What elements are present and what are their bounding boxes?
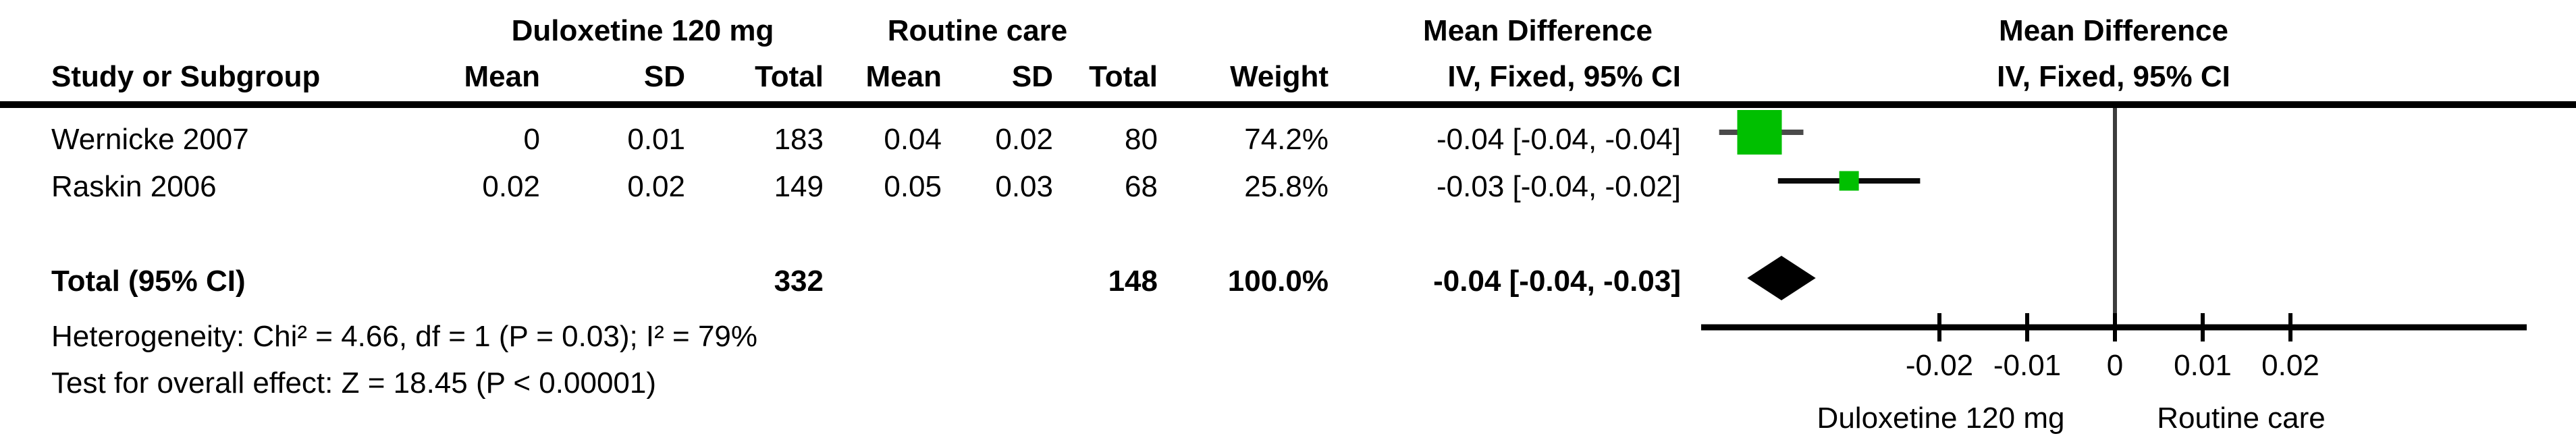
col-total-2: Total [1089,60,1158,93]
group1-header: Duloxetine 120 mg [511,14,774,47]
pooled-diamond [1747,256,1816,300]
total-n-1: 332 [774,265,824,298]
col-total-1: Total [755,60,824,93]
axis-tick-label: -0.02 [1906,349,1973,382]
total-2: 68 [1125,170,1158,203]
sd-1: 0.01 [627,123,685,156]
sd-1: 0.02 [627,170,685,203]
total-row: Total (95% CI) 332 148 100.0% -0.04 [-0.… [51,264,1681,299]
effect-header-measure: Mean Difference [1423,14,1653,47]
col-mean-2: Mean [865,60,942,93]
study-name: Raskin 2006 [51,170,217,203]
table-row: Wernicke 2007 0 0.01 183 0.04 0.02 80 74… [51,122,1681,157]
mean-2: 0.04 [884,123,942,156]
col-sd-2: SD [1011,60,1053,93]
plot-header-measure: Mean Difference [1999,14,2228,47]
axis-tick-label: 0.01 [2174,349,2232,382]
sd-2: 0.02 [995,123,1053,156]
study-name: Wernicke 2007 [51,123,249,156]
total-1: 183 [774,123,824,156]
md-ci-text: -0.04 [-0.04, -0.04] [1437,123,1681,156]
axis-left-label: Duloxetine 120 mg [1817,402,2065,435]
mean-2: 0.05 [884,170,942,203]
col-weight: Weight [1230,60,1329,93]
overall-effect-note: Test for overall effect: Z = 18.45 (P < … [51,366,657,400]
group2-header: Routine care [887,14,1068,47]
plot-header-ci: IV, Fixed, 95% CI [1997,60,2230,93]
axis-right-label: Routine care [2157,402,2325,435]
total-label: Total (95% CI) [51,265,246,298]
total-n-2: 148 [1108,265,1158,298]
col-mean-1: Mean [464,60,540,93]
total-md-ci-text: -0.04 [-0.04, -0.03] [1433,265,1681,298]
axis-tick-label: 0.02 [2261,349,2319,382]
total-2: 80 [1125,123,1158,156]
table-row: Raskin 2006 0.02 0.02 149 0.05 0.03 68 2… [51,169,1681,204]
col-sd-1: SD [643,60,685,93]
weight-square [1839,171,1859,191]
column-header-row: Study or Subgroup Mean SD Total Mean SD … [51,59,1681,94]
sd-2: 0.03 [995,170,1053,203]
total-weight: 100.0% [1227,265,1329,298]
header-divider [0,101,2576,108]
col-effect-ci: IV, Fixed, 95% CI [1447,60,1681,93]
axis-tick-label: 0 [2107,349,2123,382]
weight: 25.8% [1244,170,1329,203]
mean-1: 0 [523,123,540,156]
mean-1: 0.02 [482,170,540,203]
weight-square [1737,110,1782,155]
heterogeneity-note: Heterogeneity: Chi² = 4.66, df = 1 (P = … [51,320,758,353]
md-ci-text: -0.03 [-0.04, -0.02] [1437,170,1681,203]
axis-tick-label: -0.01 [1993,349,2061,382]
total-1: 149 [774,170,824,203]
col-study: Study or Subgroup [51,60,321,93]
weight: 74.2% [1244,123,1329,156]
